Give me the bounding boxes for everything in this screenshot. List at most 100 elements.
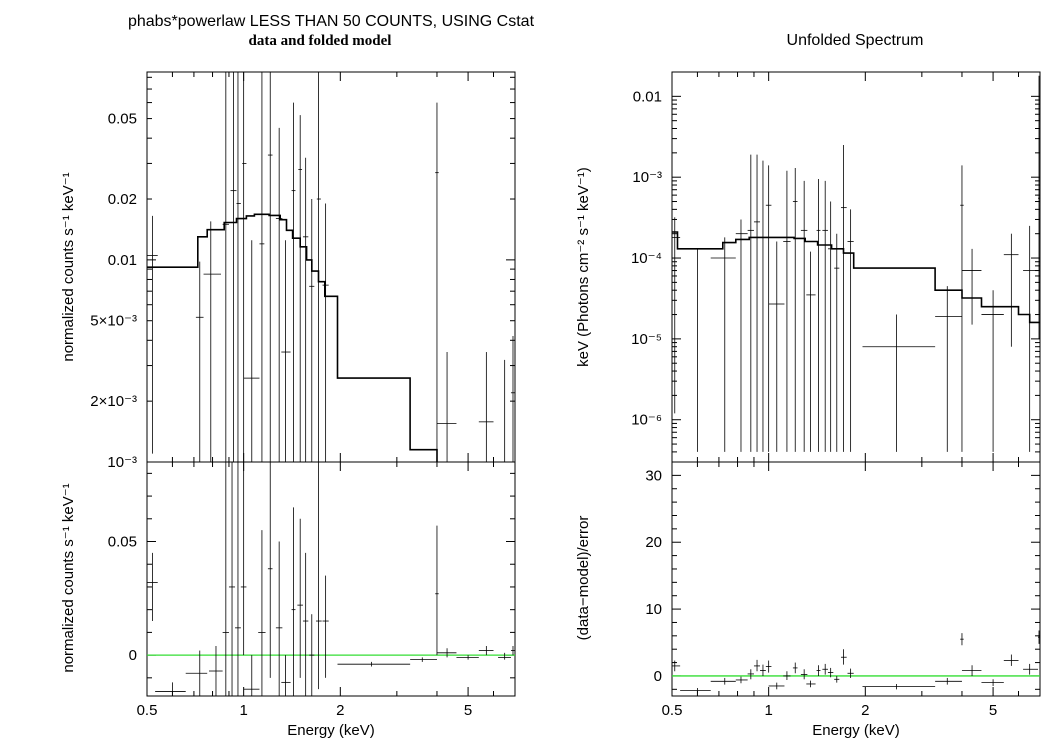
data-point: [309, 614, 315, 696]
y-tick-label: 5×10⁻³: [90, 313, 137, 330]
data-point: [147, 215, 158, 454]
data-point: [235, 462, 241, 696]
data-point: [291, 507, 296, 696]
data-point: [735, 219, 748, 452]
data-point: [981, 679, 1004, 686]
y-tick-label: 20: [645, 534, 662, 551]
model-curve: [672, 231, 1040, 324]
data-point: [822, 663, 828, 675]
left-bottom-panel: 0.05 0 0.5 1 2 5 Energy (keV) normalized counts…: [60, 461, 516, 739]
right-bottom-frame: [671, 461, 1041, 697]
data-point: [935, 677, 962, 685]
data-point: [783, 671, 791, 680]
data-point: [816, 665, 821, 676]
data-point: [1037, 75, 1040, 339]
y-tick-label: 0.05: [108, 534, 137, 551]
data-point: [1037, 630, 1040, 644]
data-point: [456, 655, 479, 660]
data-point: [147, 552, 158, 622]
data-point: [800, 669, 808, 680]
data-point: [960, 165, 964, 452]
data-point: [862, 314, 936, 452]
data-point: [478, 646, 494, 656]
y-tick-label: 30: [645, 467, 662, 484]
data-point: [760, 160, 766, 452]
right-chart-title: Unfolded Spectrum: [787, 32, 924, 49]
data-point: [765, 660, 772, 673]
data-point: [710, 237, 736, 452]
data-point: [862, 683, 936, 690]
y-tick-label: 0.02: [108, 191, 137, 208]
data-point: [783, 170, 791, 452]
data-point: [827, 667, 834, 678]
data-point: [155, 682, 186, 696]
data-point: [203, 221, 221, 462]
y-axis-label: keV (Photons cm⁻² s⁻¹ keV⁻¹): [575, 167, 592, 367]
data-point: [510, 336, 515, 462]
y-tick-label: 0: [129, 647, 137, 664]
left-top-frame: [146, 71, 516, 463]
data-point: [322, 203, 329, 462]
x-axis-label: Energy (keV): [287, 722, 375, 739]
data-point: [281, 655, 291, 696]
data-point: [735, 676, 748, 684]
data-point: [435, 102, 439, 462]
y-tick-label: 0.05: [108, 111, 137, 128]
data-point: [792, 167, 798, 452]
data-point: [436, 352, 457, 462]
data-point: [195, 261, 204, 462]
x-tick-label: 5: [989, 702, 997, 719]
data-point: [827, 201, 834, 452]
x-tick-label: 5: [464, 702, 472, 719]
data-point: [935, 286, 962, 452]
data-point: [672, 217, 681, 414]
data-point: [822, 180, 828, 452]
data-point: [435, 525, 439, 656]
x-tick-label: 2: [336, 702, 344, 719]
data-point: [291, 102, 296, 462]
data-point: [1023, 663, 1038, 675]
data-point: [834, 675, 840, 683]
y-axis-label: (data−model)/error: [575, 516, 592, 641]
data-point: [672, 660, 681, 672]
data-point: [768, 241, 785, 452]
data-point: [960, 633, 964, 646]
x-tick-label: 0.5: [137, 702, 158, 719]
data-point: [185, 650, 208, 696]
data-point: [760, 664, 766, 676]
data-point: [222, 72, 229, 462]
y-tick-label: 10⁻⁵: [631, 331, 662, 348]
y-axis-label: normalized counts s⁻¹ keV⁻¹: [60, 172, 77, 361]
x-tick-label: 2: [861, 702, 869, 719]
data-point: [753, 154, 761, 452]
left-bottom-frame: [146, 461, 516, 697]
data-point: [298, 115, 303, 462]
x-tick-label: 1: [239, 702, 247, 719]
data-point: [236, 72, 241, 462]
data-point: [961, 665, 982, 676]
x-axis-label: Energy (keV): [812, 722, 900, 739]
y-tick-label: 10: [645, 601, 662, 618]
model-curve: [147, 213, 438, 462]
data-point: [961, 248, 982, 325]
left-bottom-plot-area: [147, 462, 515, 696]
y-tick-label: 10⁻⁶: [631, 412, 662, 429]
data-point: [1023, 225, 1038, 452]
data-point: [498, 652, 511, 660]
data-point: [281, 240, 291, 462]
data-point: [498, 359, 513, 462]
data-point: [1003, 654, 1019, 666]
y-axis-label: normalized counts s⁻¹ keV⁻¹: [60, 483, 77, 672]
data-point: [322, 575, 329, 678]
data-point: [222, 462, 229, 696]
y-tick-label: 10⁻³: [107, 454, 137, 471]
data-point: [510, 646, 515, 656]
data-point: [800, 180, 808, 452]
y-tick-label: 2×10⁻³: [90, 393, 137, 410]
data-point: [847, 209, 854, 452]
data-point: [410, 657, 437, 662]
y-tick-label: 10⁻³: [632, 169, 662, 186]
data-point: [297, 518, 303, 678]
right-bottom-panel: 30 20 10 00.5 1 2 5 Energy (keV) (data−model)/er…: [575, 461, 1041, 739]
data-point: [840, 649, 847, 665]
